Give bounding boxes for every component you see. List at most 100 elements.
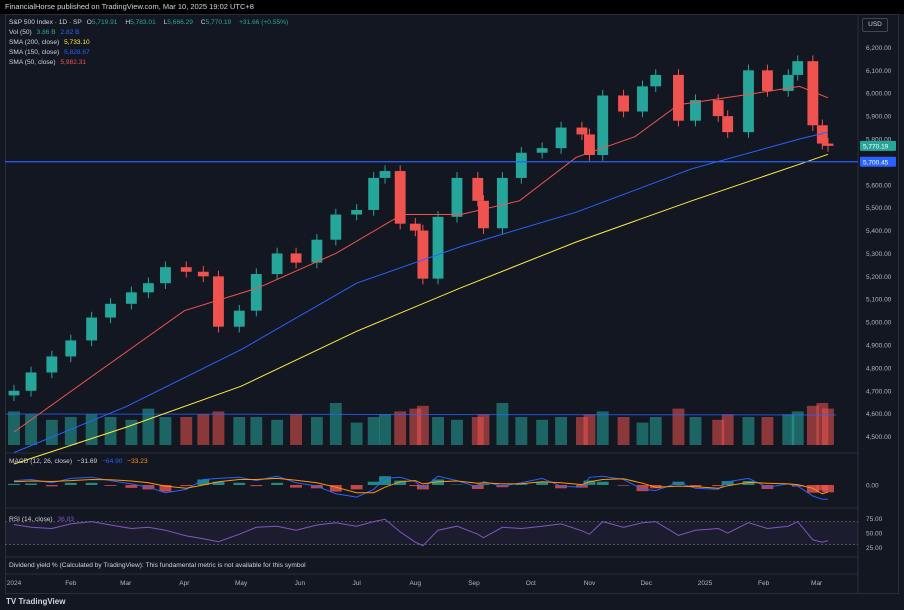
macd-signal-line — [13, 477, 829, 495]
macd-histogram-bar — [85, 482, 98, 485]
macd-histogram-bar — [822, 485, 834, 493]
macd-histogram-bar — [159, 485, 172, 492]
candle-body — [618, 95, 629, 112]
legend-sma150-label: SMA (150, close) — [9, 49, 60, 56]
y-tick-label: 4,800.00 — [866, 365, 892, 372]
rsi-y-tick-label: 25.00 — [866, 545, 883, 552]
macd-histogram-bar — [45, 485, 58, 487]
tradingview-logo-mark: TV — [6, 597, 17, 606]
y-tick-label: 5,300.00 — [866, 251, 892, 258]
macd-histogram-bar — [536, 481, 549, 485]
macd-histogram-bar — [721, 481, 734, 485]
candle-body — [105, 303, 116, 318]
macd-histogram-bar — [477, 483, 490, 485]
volume-bar — [416, 405, 429, 445]
volume-bar — [806, 405, 819, 445]
volume-bar — [496, 403, 509, 445]
legend-vol-row: Vol (50) 3.86 B 2.82 B — [9, 28, 83, 37]
x-tick-label: 2025 — [698, 580, 713, 587]
y-tick-label: 5,800.00 — [866, 137, 892, 144]
volume-bar — [555, 417, 568, 445]
volume-bar — [477, 414, 490, 445]
footer: TV TradingView — [0, 594, 904, 610]
y-tick-label: 4,900.00 — [866, 343, 892, 350]
y-tick-label: 5,000.00 — [866, 320, 892, 327]
y-tick-label: 6,100.00 — [866, 68, 892, 75]
candle-body — [576, 127, 588, 135]
legend-low: L5,666.29 — [163, 19, 193, 26]
volume-bar — [197, 414, 210, 445]
macd-histogram-bar — [432, 479, 444, 485]
sma50-line — [13, 85, 829, 433]
candle-body — [125, 292, 137, 304]
last-price-label: 5,770.19 — [863, 143, 889, 150]
volume-bar — [742, 417, 755, 445]
candle-body — [673, 74, 684, 121]
volume-bar — [782, 414, 795, 445]
tradingview-logo: TV TradingView — [6, 594, 65, 610]
macd-y-tick-label: 0.00 — [866, 483, 879, 490]
candle-body — [712, 100, 724, 117]
x-tick-label: Aug — [410, 580, 422, 587]
x-tick-label: Dec — [640, 580, 652, 587]
legend-open: O5,719.91 — [86, 19, 118, 26]
volume-ma-line — [5, 413, 837, 416]
legend-change: +31.66 (+0.55%) — [239, 19, 289, 26]
volume-bar — [432, 417, 444, 445]
macd-histogram-bar — [689, 485, 702, 487]
y-tick-label: 6,000.00 — [866, 91, 892, 98]
legend-close-value: 5,770.19 — [205, 19, 232, 26]
currency-button[interactable]: USD — [862, 18, 888, 32]
candle-body — [250, 274, 262, 311]
legend-close: C5,770.19 — [200, 19, 232, 26]
legend-sma150-row: SMA (150, close) 5,828.67 — [9, 48, 93, 57]
y-tick-label: 4,600.00 — [866, 411, 892, 418]
candle-body — [142, 283, 154, 293]
y-tick-label: 6,200.00 — [866, 45, 892, 52]
candle-body — [597, 95, 609, 156]
volume-bar — [379, 414, 391, 445]
candle-body — [290, 253, 302, 263]
volume-bar — [791, 411, 804, 445]
x-tick-label: Feb — [65, 580, 77, 587]
volume-bar — [104, 417, 117, 445]
volume-bar — [159, 417, 172, 445]
volume-bar — [515, 417, 528, 445]
dividend-note: Dividend yield % (Calculated by TradingV… — [9, 561, 309, 570]
macd-histogram-bar — [394, 480, 407, 485]
candle-body — [417, 230, 429, 279]
legend-high-value: 5,783.01 — [130, 19, 156, 26]
macd-histogram-bar — [416, 485, 429, 490]
candle-body — [584, 134, 595, 156]
candle-body — [690, 100, 701, 121]
volume-bar — [329, 403, 342, 445]
legend-rsi-row: RSI (14, close) 36.83 — [9, 515, 77, 524]
y-tick-label: 5,400.00 — [866, 228, 892, 235]
volume-bar — [367, 417, 380, 445]
candle-body — [180, 267, 192, 272]
x-tick-label: Oct — [526, 580, 536, 587]
candle-body — [761, 70, 773, 91]
candle-body — [478, 200, 489, 229]
x-tick-label: Mar — [120, 580, 132, 587]
x-tick-label: 2024 — [7, 580, 22, 587]
volume-bar — [583, 414, 596, 445]
x-tick-label: Mar — [811, 580, 823, 587]
candle-body — [650, 74, 662, 87]
volume-bar — [310, 417, 323, 445]
rsi-band — [5, 521, 858, 545]
volume-bar — [672, 408, 685, 445]
macd-histogram-bar — [104, 485, 117, 486]
x-tick-label: Feb — [758, 580, 770, 587]
volume-bar — [636, 422, 649, 445]
volume-bar — [8, 411, 20, 445]
macd-histogram-bar — [271, 482, 284, 485]
y-tick-label: 5,600.00 — [866, 182, 892, 189]
macd-histogram-bar — [742, 481, 755, 485]
legend-macd-signal-value: −33.23 — [127, 458, 148, 465]
y-tick-label: 5,100.00 — [866, 297, 892, 304]
candle-body — [409, 223, 421, 231]
legend-low-value: 5,666.29 — [167, 19, 193, 26]
tradingview-brand: TradingView — [18, 597, 66, 606]
